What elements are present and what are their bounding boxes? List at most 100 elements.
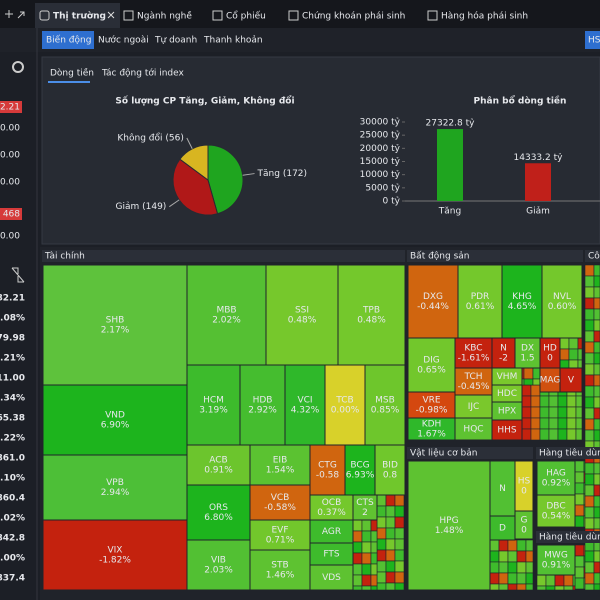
tile-change: 3.19% [199, 406, 228, 416]
pie-label: Không đổi (56) [117, 133, 183, 144]
small-tile [394, 560, 405, 573]
small-tile [489, 572, 500, 585]
tile[interactable] [309, 564, 354, 591]
hs-label[interactable]: HS [588, 36, 600, 46]
tab-label[interactable]: Chứng khoán phái sinh [302, 12, 405, 22]
tile-code: HDB [253, 396, 273, 406]
small-tile [548, 417, 559, 430]
tile[interactable] [559, 367, 583, 393]
tile[interactable] [536, 544, 576, 576]
small-tile [516, 583, 527, 591]
tile[interactable] [186, 539, 251, 591]
small-tile [554, 574, 565, 587]
tile[interactable] [541, 264, 583, 339]
tile[interactable] [186, 484, 251, 541]
small-tile [370, 552, 378, 565]
tile[interactable] [337, 264, 406, 366]
quote: 860.4 [0, 494, 25, 504]
tile[interactable] [284, 364, 326, 446]
tile[interactable] [407, 460, 491, 591]
small-tile [593, 330, 600, 343]
tile-code: STB [271, 561, 288, 571]
small-tile [545, 585, 556, 591]
small-tile [385, 582, 396, 591]
tile[interactable] [536, 494, 576, 528]
tile-change: 1.5 [520, 354, 534, 364]
tile-change: 0 [547, 354, 553, 364]
tile[interactable] [249, 444, 311, 486]
tile[interactable] [186, 264, 267, 366]
tile[interactable] [265, 264, 339, 366]
subtab-label[interactable]: Biến động [46, 35, 91, 46]
small-tile [525, 561, 534, 574]
small-tile [593, 319, 600, 332]
tile[interactable] [239, 364, 286, 446]
tile[interactable] [374, 444, 406, 496]
tile[interactable] [344, 444, 376, 496]
small-tile [352, 574, 363, 587]
tile[interactable] [352, 494, 378, 521]
subtab-label[interactable]: Nước ngoài [98, 35, 149, 46]
small-tile [593, 484, 600, 497]
tile-change: -0.58 [316, 471, 340, 481]
small-tile [593, 286, 600, 299]
small-tile [385, 505, 396, 518]
tile[interactable] [489, 515, 516, 541]
quote: 79.98 [0, 334, 25, 344]
tile[interactable] [186, 444, 251, 486]
small-tile [376, 571, 387, 584]
tile[interactable] [42, 519, 188, 591]
window-icons[interactable] [5, 10, 25, 19]
tile-code: VIB [211, 556, 226, 566]
small-tile [498, 550, 509, 563]
tab-label[interactable]: Thị trường [53, 11, 106, 22]
small-tile [539, 417, 550, 430]
small-tile [521, 428, 532, 441]
tile-change: 0.00% [331, 406, 360, 416]
tab-label[interactable]: Ngành nghề [137, 11, 192, 22]
tile[interactable] [491, 419, 523, 441]
tile[interactable] [407, 391, 456, 419]
small-tile [563, 574, 574, 587]
small-tile [593, 352, 600, 365]
gear-icon[interactable] [12, 61, 24, 73]
tile-change: -1.82% [99, 556, 131, 566]
section-header [585, 250, 600, 262]
tile-code: SSI [295, 306, 309, 316]
price-badge [0, 208, 22, 220]
tab-label[interactable]: Cổ phiếu [226, 11, 266, 22]
panel-tab[interactable]: Tác động tới index [101, 68, 185, 79]
small-tile [489, 539, 500, 552]
active-subtab[interactable] [42, 31, 94, 49]
small-tile [352, 552, 363, 565]
small-tile [521, 395, 532, 408]
close-icon[interactable] [107, 11, 115, 19]
tile-code: BCG [350, 461, 369, 471]
small-tile [584, 484, 595, 497]
tile[interactable] [249, 549, 311, 591]
hs-button[interactable] [585, 31, 600, 49]
subtab-label[interactable]: Tự doanh [154, 36, 197, 46]
small-tile [584, 319, 595, 332]
tab-label[interactable]: Hàng hóa phái sinh [441, 11, 528, 22]
pie-leader [169, 199, 180, 208]
tile[interactable] [364, 364, 406, 446]
small-tile [361, 541, 372, 554]
small-tile [525, 583, 534, 591]
tile[interactable] [407, 337, 456, 393]
small-tile [593, 462, 600, 475]
quote: 1.21% [0, 354, 25, 364]
tile[interactable] [454, 367, 493, 396]
tile-code: IJC [468, 402, 480, 412]
tile[interactable] [407, 264, 459, 339]
expand-icon[interactable] [11, 267, 25, 283]
subtab-label[interactable]: Thanh khoản [203, 35, 263, 46]
quote: 861.0 [0, 454, 25, 464]
tile[interactable] [489, 460, 516, 517]
tile-change: 0 [521, 526, 527, 536]
axis-label: 500.00 [0, 124, 20, 134]
bar-value-label: 27322.8 tỷ [426, 119, 476, 129]
tile[interactable] [42, 264, 188, 386]
panel-tab[interactable]: Dòng tiền [50, 68, 94, 79]
small-tile [545, 574, 556, 587]
